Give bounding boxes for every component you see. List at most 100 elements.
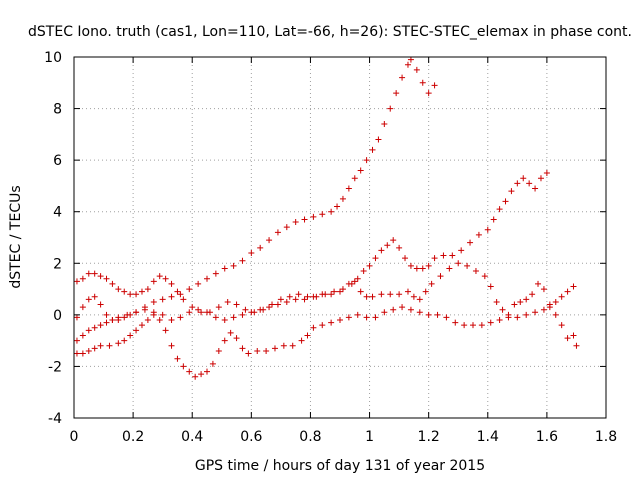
data-point bbox=[121, 337, 128, 344]
data-point bbox=[363, 314, 370, 321]
data-point bbox=[472, 268, 479, 275]
data-point bbox=[150, 298, 157, 305]
data-point bbox=[366, 262, 373, 269]
data-point bbox=[455, 260, 462, 267]
data-point bbox=[487, 283, 494, 290]
y-tick-label: 4 bbox=[53, 205, 62, 221]
data-point bbox=[378, 291, 385, 298]
y-tick-label: 2 bbox=[53, 256, 62, 272]
data-point bbox=[310, 213, 317, 220]
data-point bbox=[144, 317, 151, 324]
data-point bbox=[431, 82, 438, 89]
grid-lines bbox=[74, 57, 606, 418]
data-point bbox=[331, 288, 338, 295]
data-point bbox=[452, 319, 459, 326]
data-point bbox=[283, 298, 290, 305]
data-point bbox=[543, 170, 550, 177]
data-point bbox=[552, 311, 559, 318]
data-point bbox=[115, 286, 122, 293]
x-tick-label: 0 bbox=[70, 429, 79, 445]
data-point bbox=[434, 311, 441, 318]
data-point bbox=[511, 301, 518, 308]
x-tick-labels: 0 0.2 0.4 0.6 0.8 1 1.2 1.4 1.6 1.8 bbox=[70, 429, 618, 445]
data-point bbox=[505, 311, 512, 318]
data-point bbox=[304, 293, 311, 300]
data-point bbox=[407, 56, 414, 63]
y-axis-label: dSTEC / TECUs bbox=[8, 185, 24, 288]
data-point bbox=[514, 314, 521, 321]
data-point bbox=[319, 211, 326, 218]
data-point bbox=[339, 286, 346, 293]
data-point bbox=[399, 74, 406, 81]
data-point bbox=[351, 278, 358, 285]
data-point bbox=[248, 309, 255, 316]
x-tick-label: 1.6 bbox=[536, 429, 558, 445]
data-point bbox=[286, 293, 293, 300]
data-point bbox=[127, 332, 134, 339]
data-point bbox=[266, 237, 273, 244]
y-tick-label: 10 bbox=[44, 50, 62, 66]
data-point bbox=[97, 322, 104, 329]
data-point bbox=[381, 309, 388, 316]
data-point bbox=[168, 342, 175, 349]
data-point bbox=[257, 244, 264, 251]
data-point bbox=[266, 304, 273, 311]
data-point bbox=[328, 208, 335, 215]
data-point bbox=[508, 188, 515, 195]
data-points bbox=[73, 56, 580, 380]
data-point bbox=[345, 185, 352, 192]
data-point bbox=[274, 229, 281, 236]
data-point bbox=[106, 342, 113, 349]
data-point bbox=[109, 280, 116, 287]
x-tick-label: 1.8 bbox=[595, 429, 617, 445]
data-point bbox=[520, 175, 527, 182]
data-point bbox=[328, 291, 335, 298]
x-tick-label: 0.8 bbox=[299, 429, 321, 445]
data-point bbox=[127, 311, 134, 318]
data-point bbox=[195, 306, 202, 313]
data-point bbox=[115, 340, 122, 347]
data-point bbox=[440, 252, 447, 259]
data-point bbox=[363, 157, 370, 164]
data-point bbox=[91, 270, 98, 277]
data-point bbox=[416, 309, 423, 316]
data-point bbox=[387, 291, 394, 298]
data-point bbox=[437, 273, 444, 280]
y-tick-label: -4 bbox=[48, 411, 62, 427]
data-point bbox=[195, 280, 202, 287]
data-point bbox=[85, 347, 92, 354]
data-point bbox=[189, 304, 196, 311]
data-point bbox=[186, 309, 193, 316]
data-point bbox=[334, 203, 341, 210]
data-point bbox=[91, 293, 98, 300]
data-point bbox=[230, 314, 237, 321]
data-point bbox=[535, 280, 542, 287]
data-point bbox=[339, 195, 346, 202]
data-point bbox=[537, 175, 544, 182]
data-point bbox=[363, 293, 370, 300]
data-point bbox=[85, 270, 92, 277]
x-tick-label: 1 bbox=[365, 429, 374, 445]
data-point bbox=[192, 373, 199, 380]
data-point bbox=[410, 293, 417, 300]
data-point bbox=[499, 306, 506, 313]
data-point bbox=[180, 296, 187, 303]
data-point bbox=[425, 90, 432, 97]
data-point bbox=[564, 335, 571, 342]
data-point bbox=[396, 244, 403, 251]
data-point bbox=[422, 288, 429, 295]
data-point bbox=[390, 237, 397, 244]
data-point bbox=[159, 296, 166, 303]
data-point bbox=[552, 298, 559, 305]
data-point bbox=[570, 283, 577, 290]
data-point bbox=[127, 291, 134, 298]
data-point bbox=[186, 368, 193, 375]
data-point bbox=[212, 314, 219, 321]
data-point bbox=[319, 291, 326, 298]
data-point bbox=[79, 275, 86, 282]
data-point bbox=[159, 311, 166, 318]
data-point bbox=[378, 247, 385, 254]
data-point bbox=[141, 306, 148, 313]
data-point bbox=[413, 265, 420, 272]
data-point bbox=[115, 317, 122, 324]
